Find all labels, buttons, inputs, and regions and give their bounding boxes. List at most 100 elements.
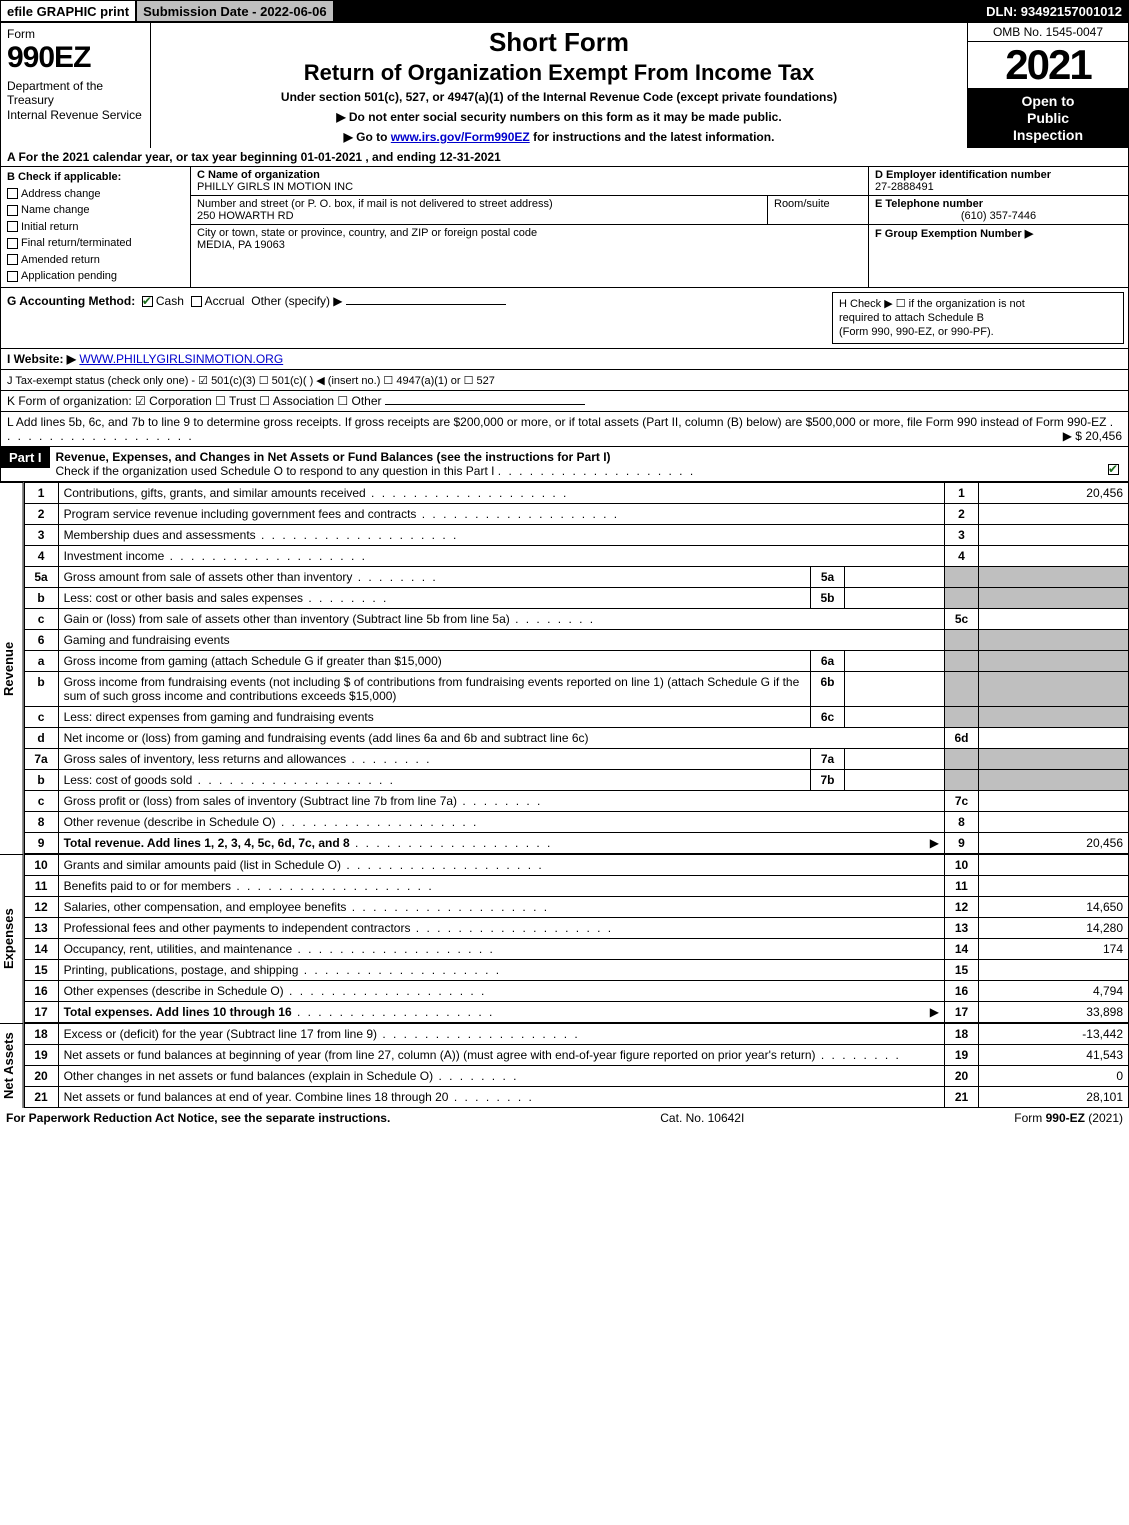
line-5c: c Gain or (loss) from sale of assets oth… <box>24 609 1128 630</box>
l6c-vshade <box>979 707 1129 728</box>
l19-rnum: 19 <box>945 1045 979 1066</box>
l19-val: 41,543 <box>979 1045 1129 1066</box>
line-13: 13 Professional fees and other payments … <box>24 918 1128 939</box>
l6c-desc: Less: direct expenses from gaming and fu… <box>58 707 810 728</box>
l13-val: 14,280 <box>979 918 1129 939</box>
l6-vshade <box>979 630 1129 651</box>
other-specify-blank[interactable] <box>346 304 506 305</box>
l5a-vshade <box>979 567 1129 588</box>
line-18: 18 Excess or (deficit) for the year (Sub… <box>24 1024 1128 1045</box>
line-1: 1 Contributions, gifts, grants, and simi… <box>24 483 1128 504</box>
h-line1: H Check ▶ ☐ if the organization is not <box>839 297 1117 311</box>
l5b-desc: Less: cost or other basis and sales expe… <box>58 588 810 609</box>
website-link[interactable]: WWW.PHILLYGIRLSINMOTION.ORG <box>79 352 283 366</box>
l6a-midval <box>845 651 945 672</box>
netassets-table: 18 Excess or (deficit) for the year (Sub… <box>24 1023 1129 1108</box>
h-line3: (Form 990, 990-EZ, or 990-PF). <box>839 325 1117 339</box>
efile-print-label[interactable]: efile GRAPHIC print <box>0 0 136 22</box>
l6b-midval <box>845 672 945 707</box>
group-exemption-cell: F Group Exemption Number ▶ <box>869 225 1128 242</box>
line-20: 20 Other changes in net assets or fund b… <box>24 1066 1128 1087</box>
omb-number: OMB No. 1545-0047 <box>968 23 1128 42</box>
line-19: 19 Net assets or fund balances at beginn… <box>24 1045 1128 1066</box>
inspect-line3: Inspection <box>972 127 1124 144</box>
line-6d: d Net income or (loss) from gaming and f… <box>24 728 1128 749</box>
l14-rnum: 14 <box>945 939 979 960</box>
l6d-val <box>979 728 1129 749</box>
l9-val: 20,456 <box>979 833 1129 854</box>
l5b-midval <box>845 588 945 609</box>
l7b-num: b <box>24 770 58 791</box>
l-text: L Add lines 5b, 6c, and 7b to line 9 to … <box>7 415 1106 429</box>
l20-desc: Other changes in net assets or fund bala… <box>58 1066 944 1087</box>
box-h: H Check ▶ ☐ if the organization is not r… <box>832 292 1124 345</box>
chk-name-change[interactable]: Name change <box>7 202 184 219</box>
chk-address-change[interactable]: Address change <box>7 186 184 203</box>
part1-header: Part I Revenue, Expenses, and Changes in… <box>0 447 1129 482</box>
l17-val: 33,898 <box>979 1002 1129 1023</box>
line-a: A For the 2021 calendar year, or tax yea… <box>1 148 1128 166</box>
l9-arrow-icon: ▶ <box>930 836 939 850</box>
form-subtitle: Under section 501(c), 527, or 4947(a)(1)… <box>159 90 959 104</box>
line-4: 4 Investment income 4 <box>24 546 1128 567</box>
l1-val: 20,456 <box>979 483 1129 504</box>
part1-schedule-o-check[interactable] <box>1108 464 1119 475</box>
line-5a: 5a Gross amount from sale of assets othe… <box>24 567 1128 588</box>
l5b-vshade <box>979 588 1129 609</box>
l2-rnum: 2 <box>945 504 979 525</box>
l5a-mid: 5a <box>811 567 845 588</box>
part1-badge: Part I <box>1 447 50 468</box>
l6-num: 6 <box>24 630 58 651</box>
l4-desc: Investment income <box>58 546 944 567</box>
ein-cell: D Employer identification number 27-2888… <box>869 167 1128 196</box>
instructions-link[interactable]: www.irs.gov/Form990EZ <box>391 130 530 144</box>
l20-val: 0 <box>979 1066 1129 1087</box>
line-6a: a Gross income from gaming (attach Sched… <box>24 651 1128 672</box>
line-k: K Form of organization: ☑ Corporation ☐ … <box>0 391 1129 412</box>
l2-desc: Program service revenue including govern… <box>58 504 944 525</box>
l21-rnum: 21 <box>945 1087 979 1108</box>
l14-val: 174 <box>979 939 1129 960</box>
inspect-line1: Open to <box>972 93 1124 110</box>
chk-cash[interactable] <box>142 296 153 307</box>
chk-accrual[interactable] <box>191 296 202 307</box>
l5a-midval <box>845 567 945 588</box>
l15-num: 15 <box>24 960 58 981</box>
line-15: 15 Printing, publications, postage, and … <box>24 960 1128 981</box>
chk-final-return[interactable]: Final return/terminated <box>7 235 184 252</box>
l2-val <box>979 504 1129 525</box>
chk-application-pending[interactable]: Application pending <box>7 268 184 285</box>
chk-initial-return[interactable]: Initial return <box>7 219 184 236</box>
l15-desc: Printing, publications, postage, and shi… <box>58 960 944 981</box>
accrual-label: Accrual <box>205 294 245 308</box>
part1-dots <box>498 464 695 478</box>
l6b-rshade <box>945 672 979 707</box>
expenses-section: Expenses 10 Grants and similar amounts p… <box>0 854 1129 1023</box>
l4-num: 4 <box>24 546 58 567</box>
chk-amended-return[interactable]: Amended return <box>7 252 184 269</box>
l3-rnum: 3 <box>945 525 979 546</box>
part1-title: Revenue, Expenses, and Changes in Net As… <box>56 450 611 464</box>
l11-desc: Benefits paid to or for members <box>58 876 944 897</box>
l5a-rshade <box>945 567 979 588</box>
revenue-table: 1 Contributions, gifts, grants, and simi… <box>24 482 1129 854</box>
l13-desc: Professional fees and other payments to … <box>58 918 944 939</box>
phone-label: E Telephone number <box>875 198 983 210</box>
l17-num: 17 <box>24 1002 58 1023</box>
l12-desc: Salaries, other compensation, and employ… <box>58 897 944 918</box>
part1-sub: Check if the organization used Schedule … <box>56 464 495 478</box>
l21-desc: Net assets or fund balances at end of ye… <box>58 1087 944 1108</box>
l5c-val <box>979 609 1129 630</box>
l7a-midval <box>845 749 945 770</box>
l6a-num: a <box>24 651 58 672</box>
l14-num: 14 <box>24 939 58 960</box>
k-other-blank[interactable] <box>385 404 585 405</box>
l9-desc: Total revenue. Add lines 1, 2, 3, 4, 5c,… <box>58 833 944 854</box>
l17-rnum: 17 <box>945 1002 979 1023</box>
box-b-header: B Check if applicable: <box>7 169 184 186</box>
l18-val: -13,442 <box>979 1024 1129 1045</box>
org-info-block: B Check if applicable: Address change Na… <box>0 167 1129 288</box>
l4-rnum: 4 <box>945 546 979 567</box>
l3-val <box>979 525 1129 546</box>
form-title-short: Short Form <box>159 27 959 58</box>
